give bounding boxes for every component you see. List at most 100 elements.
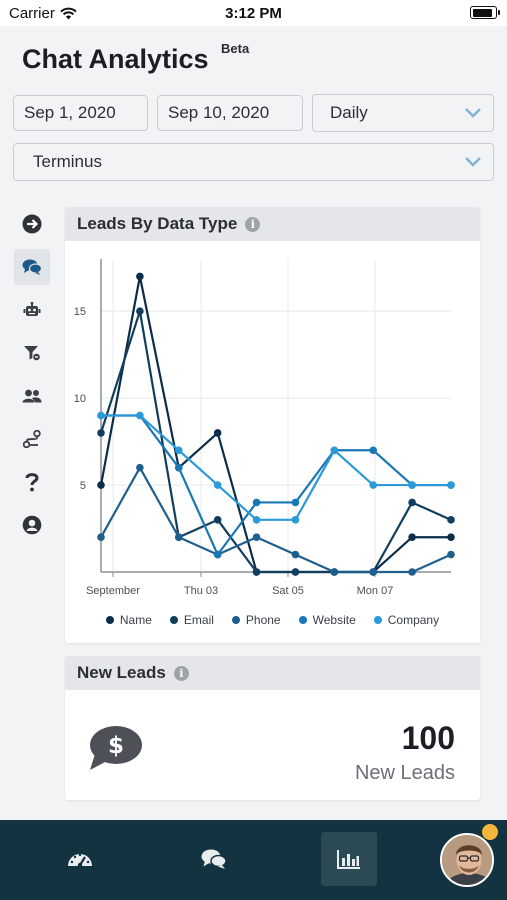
data-point: [136, 307, 144, 315]
card-title: New Leads: [77, 663, 166, 682]
avatar-photo: [442, 835, 492, 885]
info-icon[interactable]: i: [245, 216, 261, 232]
y-tick-label: 10: [74, 393, 86, 405]
data-point: [330, 446, 339, 455]
new-leads-label: New Leads: [354, 762, 455, 784]
leads-by-data-type-card: Leads By Data Type i 5 10 15 September Thu 0…: [65, 207, 480, 643]
question-icon: [25, 473, 39, 492]
data-point: [291, 568, 300, 576]
carrier-label: Carrier: [9, 5, 55, 22]
series-line-website: [101, 414, 451, 556]
svg-text:$: $: [108, 733, 124, 759]
new-leads-body: $ 100 New Leads: [65, 690, 480, 800]
data-point: [447, 481, 455, 489]
data-point: [136, 411, 144, 420]
profile-avatar[interactable]: [440, 833, 494, 887]
legend-item[interactable]: Name: [105, 613, 152, 627]
data-point: [408, 568, 416, 576]
interval-value: Daily: [330, 103, 368, 122]
sidebar-item-bots[interactable]: [14, 292, 50, 328]
leads-line-chart: 5 10 15 September Thu 03 Sat 05 Mon 07: [74, 259, 455, 597]
data-point: [291, 516, 300, 524]
legend-label: Company: [387, 613, 440, 627]
data-point: [174, 446, 183, 455]
sidebar-item-users[interactable]: [14, 378, 50, 414]
data-point: [213, 516, 222, 524]
dollar-chat-icon: $: [90, 726, 142, 770]
legend-item[interactable]: Website: [298, 613, 356, 627]
tab-dashboard[interactable]: [52, 832, 108, 886]
sidebar-item-help[interactable]: [14, 464, 50, 500]
x-tick-label: Mon 07: [357, 585, 394, 597]
data-point: [252, 498, 261, 507]
end-date-field[interactable]: Sep 10, 2020: [157, 95, 303, 131]
tab-analytics[interactable]: [321, 832, 377, 886]
sidebar-item-routing[interactable]: [14, 421, 50, 457]
data-point: [136, 272, 144, 281]
tab-chats[interactable]: [186, 832, 242, 886]
start-date-field[interactable]: Sep 1, 2020: [13, 95, 148, 131]
card-header: Leads By Data Type i: [65, 207, 480, 241]
sidebar-item-overview[interactable]: [14, 206, 50, 242]
legend-swatch: [169, 616, 178, 624]
data-point: [252, 533, 261, 542]
data-point: [408, 533, 416, 542]
sidebar-item-filters[interactable]: [14, 335, 50, 371]
x-tick-label: September: [86, 585, 140, 597]
account-value: Terminus: [33, 152, 102, 171]
robot-icon: [23, 302, 41, 316]
data-point: [97, 481, 105, 489]
legend-label: Website: [312, 613, 356, 627]
sidebar-item-profile[interactable]: [14, 507, 50, 543]
info-icon[interactable]: i: [173, 665, 189, 681]
legend-item[interactable]: Phone: [231, 613, 281, 627]
data-point: [369, 568, 378, 576]
data-point: [252, 568, 261, 576]
status-left: Carrier: [9, 5, 77, 22]
data-point: [174, 463, 183, 472]
card-title: Leads By Data Type: [77, 214, 238, 233]
end-date-value: Sep 10, 2020: [168, 103, 270, 122]
data-point: [408, 498, 416, 507]
data-point: [213, 550, 222, 559]
legend-label: Email: [183, 613, 214, 627]
sidebar-item-chats[interactable]: [14, 249, 50, 285]
data-point: [369, 446, 378, 455]
data-point: [174, 533, 183, 542]
new-leads-count: 100: [401, 720, 455, 756]
status-time: 3:12 PM: [225, 5, 282, 22]
start-date-value: Sep 1, 2020: [24, 103, 116, 122]
data-point: [291, 498, 300, 507]
legend-swatch: [373, 616, 382, 624]
dashboard-gauge-icon: [68, 853, 92, 868]
chat-bubbles-icon: [201, 849, 227, 869]
arrow-right-circle-icon: [22, 214, 42, 234]
y-tick-label: 5: [80, 480, 86, 492]
sidebar: [14, 206, 50, 550]
data-point: [447, 516, 455, 524]
data-point: [97, 533, 105, 542]
bar-chart-icon: [337, 850, 360, 869]
chart-legend: Name Email Phone Website Company: [65, 613, 480, 627]
chat-bubbles-icon: [22, 259, 42, 275]
data-point: [291, 550, 300, 559]
data-point: [447, 533, 455, 542]
legend-swatch: [105, 616, 114, 624]
account-select[interactable]: Terminus: [13, 143, 494, 181]
legend-item[interactable]: Email: [169, 613, 214, 627]
page-title: Chat Analytics: [22, 44, 209, 74]
bottom-nav: [0, 820, 507, 900]
legend-label: Name: [119, 613, 152, 627]
legend-label: Phone: [245, 613, 281, 627]
new-leads-card: New Leads i $ 100 New Leads: [65, 656, 480, 800]
data-point: [213, 481, 222, 489]
legend-swatch: [298, 616, 307, 624]
series-line-email: [99, 310, 452, 574]
beta-badge: Beta: [221, 41, 250, 56]
legend-item[interactable]: Company: [373, 613, 440, 627]
route-icon: [23, 430, 41, 448]
users-icon: [22, 389, 42, 403]
interval-select[interactable]: Daily: [312, 94, 494, 132]
data-point: [447, 550, 455, 559]
data-point: [369, 481, 378, 489]
